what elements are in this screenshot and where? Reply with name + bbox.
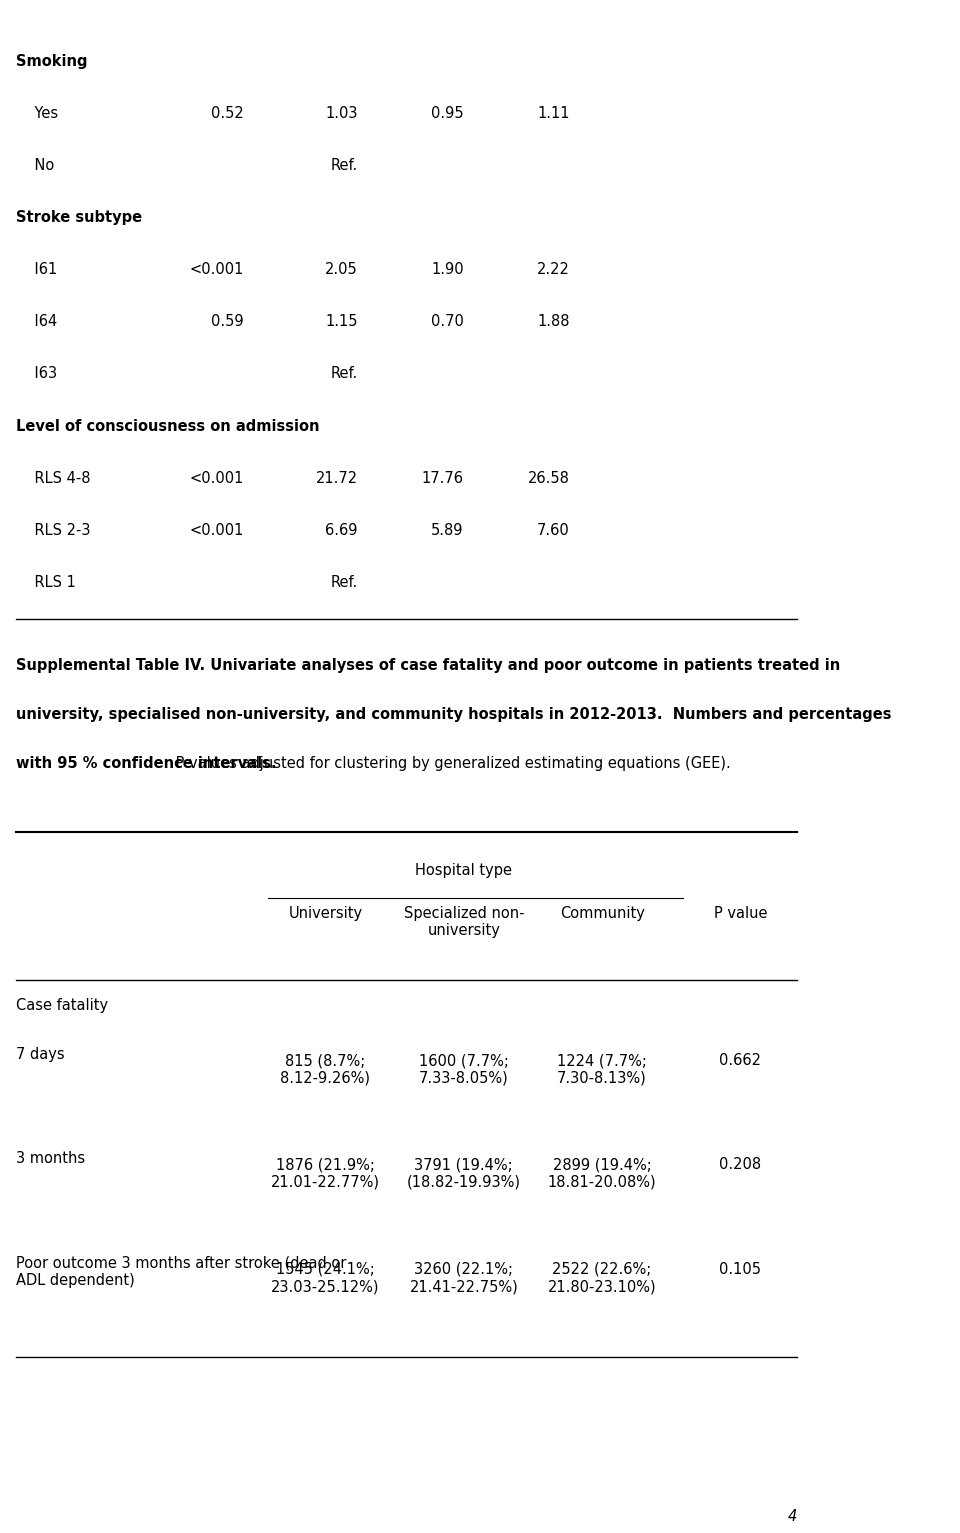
Text: Specialized non-
university: Specialized non- university — [403, 906, 524, 938]
Text: with 95 % confidence intervals.: with 95 % confidence intervals. — [16, 756, 276, 771]
Text: 7 days: 7 days — [16, 1047, 65, 1062]
Text: Smoking: Smoking — [16, 54, 87, 69]
Text: Ref.: Ref. — [331, 366, 358, 382]
Text: 1.11: 1.11 — [537, 106, 569, 121]
Text: 815 (8.7%;
8.12-9.26%): 815 (8.7%; 8.12-9.26%) — [280, 1053, 371, 1085]
Text: 2.22: 2.22 — [537, 262, 569, 277]
Text: Ref.: Ref. — [331, 158, 358, 173]
Text: Ref.: Ref. — [331, 575, 358, 590]
Text: Case fatality: Case fatality — [16, 998, 108, 1013]
Text: 1545 (24.1%;
23.03-25.12%): 1545 (24.1%; 23.03-25.12%) — [271, 1262, 380, 1294]
Text: 1224 (7.7%;
7.30-8.13%): 1224 (7.7%; 7.30-8.13%) — [557, 1053, 647, 1085]
Text: University: University — [288, 906, 363, 921]
Text: 26.58: 26.58 — [528, 471, 569, 486]
Text: 1600 (7.7%;
7.33-8.05%): 1600 (7.7%; 7.33-8.05%) — [419, 1053, 509, 1085]
Text: 3791 (19.4%;
(18.82-19.93%): 3791 (19.4%; (18.82-19.93%) — [407, 1157, 520, 1190]
Text: I64: I64 — [16, 314, 58, 330]
Text: RLS 1: RLS 1 — [16, 575, 76, 590]
Text: 5.89: 5.89 — [431, 523, 464, 538]
Text: Yes: Yes — [16, 106, 59, 121]
Text: 17.76: 17.76 — [421, 471, 464, 486]
Text: <0.001: <0.001 — [190, 471, 244, 486]
Text: <0.001: <0.001 — [190, 523, 244, 538]
Text: 1.15: 1.15 — [325, 314, 358, 330]
Text: 3260 (22.1%;
21.41-22.75%): 3260 (22.1%; 21.41-22.75%) — [409, 1262, 518, 1294]
Text: 0.70: 0.70 — [431, 314, 464, 330]
Text: 1.03: 1.03 — [325, 106, 358, 121]
Text: 2.05: 2.05 — [325, 262, 358, 277]
Text: P value: P value — [713, 906, 767, 921]
Text: Level of consciousness on admission: Level of consciousness on admission — [16, 419, 320, 434]
Text: Hospital type: Hospital type — [416, 863, 513, 878]
Text: 21.72: 21.72 — [316, 471, 358, 486]
Text: 4: 4 — [788, 1508, 798, 1524]
Text: RLS 2-3: RLS 2-3 — [16, 523, 91, 538]
Text: Community: Community — [560, 906, 644, 921]
Text: I61: I61 — [16, 262, 58, 277]
Text: university, specialised non-university, and community hospitals in 2012-2013.  N: university, specialised non-university, … — [16, 707, 892, 722]
Text: 0.105: 0.105 — [719, 1262, 761, 1277]
Text: Stroke subtype: Stroke subtype — [16, 210, 142, 225]
Text: 3 months: 3 months — [16, 1151, 85, 1167]
Text: 0.662: 0.662 — [719, 1053, 761, 1069]
Text: 0.52: 0.52 — [211, 106, 244, 121]
Text: 2899 (19.4%;
18.81-20.08%): 2899 (19.4%; 18.81-20.08%) — [548, 1157, 657, 1190]
Text: I63: I63 — [16, 366, 58, 382]
Text: 2522 (22.6%;
21.80-23.10%): 2522 (22.6%; 21.80-23.10%) — [548, 1262, 657, 1294]
Text: 0.95: 0.95 — [431, 106, 464, 121]
Text: RLS 4-8: RLS 4-8 — [16, 471, 91, 486]
Text: 6.69: 6.69 — [325, 523, 358, 538]
Text: 7.60: 7.60 — [537, 523, 569, 538]
Text: 1.88: 1.88 — [537, 314, 569, 330]
Text: P values adjusted for clustering by generalized estimating equations (GEE).: P values adjusted for clustering by gene… — [172, 756, 732, 771]
Text: No: No — [16, 158, 55, 173]
Text: 1876 (21.9%;
21.01-22.77%): 1876 (21.9%; 21.01-22.77%) — [271, 1157, 380, 1190]
Text: 1.90: 1.90 — [431, 262, 464, 277]
Text: Poor outcome 3 months after stroke (dead or
ADL dependent): Poor outcome 3 months after stroke (dead… — [16, 1256, 347, 1288]
Text: <0.001: <0.001 — [190, 262, 244, 277]
Text: 0.59: 0.59 — [211, 314, 244, 330]
Text: Supplemental Table IV. Univariate analyses of case fatality and poor outcome in : Supplemental Table IV. Univariate analys… — [16, 658, 841, 673]
Text: 0.208: 0.208 — [719, 1157, 761, 1173]
